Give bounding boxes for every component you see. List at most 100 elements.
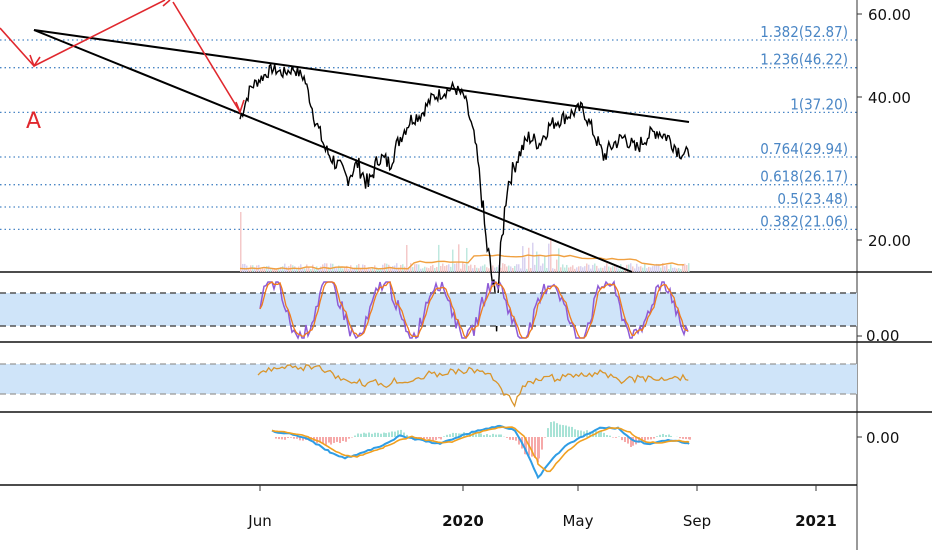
volume-bar xyxy=(520,268,522,272)
volume-bar xyxy=(420,268,422,272)
volume-bar xyxy=(586,263,588,272)
volume-bar xyxy=(614,265,616,272)
volume-bar xyxy=(480,266,482,272)
macd-histogram-bar xyxy=(580,430,582,437)
volume-bar xyxy=(410,263,412,272)
y-tick-20: 20.00 xyxy=(868,232,911,250)
volume-bar xyxy=(678,268,680,272)
wave-arrowheads xyxy=(29,0,245,115)
volume-bar xyxy=(592,264,594,272)
macd-histogram-bar xyxy=(423,437,425,440)
macd-histogram-bar xyxy=(302,437,304,441)
volume-bar xyxy=(418,264,420,272)
macd-histogram-bar xyxy=(480,433,482,437)
macd-histogram-bar xyxy=(486,434,488,437)
macd-histogram-bar xyxy=(319,437,321,443)
macd-histogram-bar xyxy=(571,426,573,437)
macd-histogram-bar xyxy=(426,437,428,439)
volume-bar xyxy=(644,263,646,272)
volume-bar xyxy=(280,267,282,272)
macd-histogram-bar xyxy=(531,437,533,457)
volume-bar xyxy=(516,264,518,272)
macd-histogram-bar xyxy=(325,437,327,445)
macd-line xyxy=(271,424,690,480)
macd-histogram-bar xyxy=(275,437,277,439)
volume-bar xyxy=(272,268,274,272)
macd-histogram-bar xyxy=(618,436,620,437)
macd-histogram-bar xyxy=(518,437,520,445)
volume-bar xyxy=(580,266,582,272)
macd-histogram-bar xyxy=(665,435,667,437)
volume-bar xyxy=(244,263,246,272)
rsi-band xyxy=(0,364,857,394)
macd-y-tick-zero: 0.00 xyxy=(866,429,899,447)
volume-bar xyxy=(354,267,356,272)
wave-line-down xyxy=(172,1,241,113)
volume-bar xyxy=(656,263,658,272)
volume-bar xyxy=(486,267,488,272)
volume-bar xyxy=(488,268,490,272)
fib-label-5: 0.618(26.17) xyxy=(760,168,848,186)
volume-bar xyxy=(676,268,678,272)
volume-bar xyxy=(608,266,610,272)
macd-histogram-bar xyxy=(293,437,295,439)
macd-histogram-bar xyxy=(388,432,390,437)
volume-bar xyxy=(462,262,464,272)
volume-bar xyxy=(632,266,634,272)
volume-bar xyxy=(338,265,340,272)
volume-bar xyxy=(424,266,426,272)
fib-label-4: 0.764(29.94) xyxy=(760,140,848,158)
volume-bar xyxy=(558,248,560,272)
price-line xyxy=(239,62,690,332)
volume-bar xyxy=(376,267,378,272)
macd-histogram-bar xyxy=(435,437,437,440)
volume-bar xyxy=(428,268,430,272)
macd-histogram-bar xyxy=(615,437,617,438)
volume-bar xyxy=(626,264,628,272)
volume-bar xyxy=(534,264,536,272)
volume-bar xyxy=(340,266,342,272)
volume-bar xyxy=(532,242,534,272)
macd-histogram-bar xyxy=(644,437,646,441)
volume-bar xyxy=(296,268,298,272)
volume-bar xyxy=(590,268,592,272)
macd-histogram-bar xyxy=(438,437,440,439)
macd-histogram-bar xyxy=(403,432,405,437)
macd-histogram-bar xyxy=(679,437,681,439)
macd-histogram-bar xyxy=(432,437,434,441)
volume-bar xyxy=(432,264,434,272)
macd-histogram-bar xyxy=(627,437,629,444)
stoch-band xyxy=(0,293,857,326)
volume-bar xyxy=(436,267,438,272)
macd-histogram-bar xyxy=(452,432,454,437)
volume-bar xyxy=(456,263,458,272)
volume-bar xyxy=(302,267,304,272)
volume-bar xyxy=(602,267,604,272)
volume-bar xyxy=(426,267,428,272)
macd-histogram-bar xyxy=(406,434,408,437)
macd-histogram-bar xyxy=(606,435,608,437)
volume-bar xyxy=(268,265,270,272)
volume-bar xyxy=(650,267,652,272)
volume-bar xyxy=(686,264,688,272)
macd-histogram-bar xyxy=(682,437,684,439)
macd-histogram-bar xyxy=(478,433,480,437)
macd-histogram-bar xyxy=(668,434,670,437)
macd-histogram-bar xyxy=(383,432,385,437)
volume-bar xyxy=(538,254,540,272)
volume-bar xyxy=(508,265,510,272)
volume-bar xyxy=(496,266,498,272)
volume-bar xyxy=(552,268,554,272)
volume-bar xyxy=(560,267,562,272)
volume-bar xyxy=(372,267,374,272)
volume-bar xyxy=(482,265,484,272)
volume-bar xyxy=(248,268,250,272)
macd-histogram-bar xyxy=(281,437,283,440)
volume-bar xyxy=(380,268,382,272)
rsi-pane xyxy=(0,363,857,408)
macd-histogram-bar xyxy=(377,432,379,437)
macd-histogram-bar xyxy=(600,431,602,437)
macd-histogram-bar xyxy=(446,434,448,437)
volume-bar xyxy=(636,263,638,272)
